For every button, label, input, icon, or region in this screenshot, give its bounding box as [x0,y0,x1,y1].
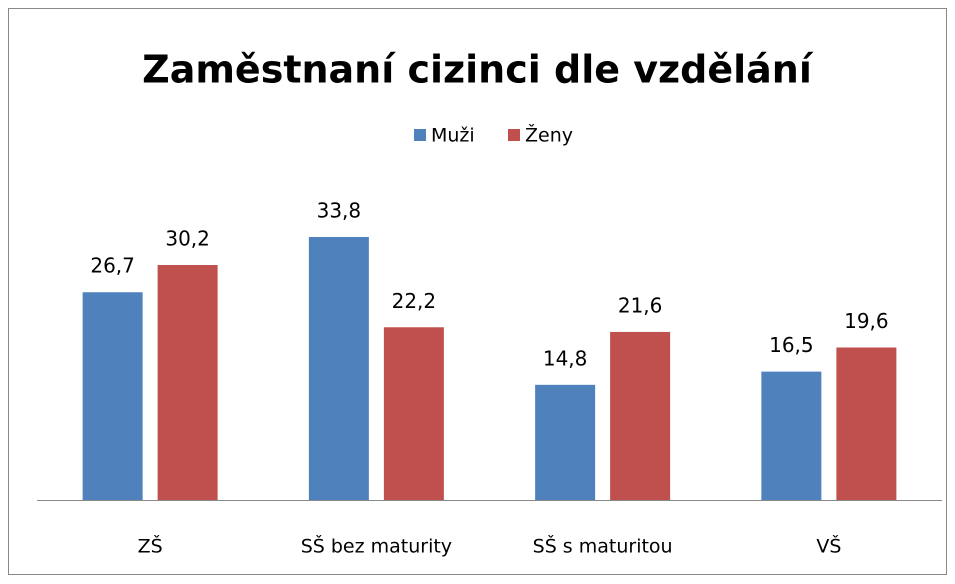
data-label: 26,7 [90,254,135,278]
x-tick-label: VŠ [816,534,841,558]
x-tick-label: SŠ s maturitou [533,534,673,558]
bar [836,347,897,500]
bar [82,292,143,500]
bar [535,384,596,500]
bar [761,371,822,500]
bar [383,327,444,500]
data-label: 22,2 [392,289,437,313]
bar [308,237,369,500]
data-label: 21,6 [618,293,663,317]
bar [610,331,671,500]
x-tick-label: ZŠ [138,534,163,558]
data-label: 30,2 [165,227,210,251]
legend-swatch [414,129,426,141]
legend-swatch [508,129,520,141]
data-label: 19,6 [844,309,889,333]
data-label: 16,5 [769,333,814,357]
legend-label: Ženy [525,124,573,147]
data-label: 33,8 [317,199,362,223]
bar [157,265,218,500]
x-tick-label: SŠ bez maturity [301,534,452,558]
data-label: 14,8 [543,346,588,370]
chart-title: Zaměstnaní cizinci dle vzdělání [142,48,814,92]
legend-label: Muži [431,125,475,147]
